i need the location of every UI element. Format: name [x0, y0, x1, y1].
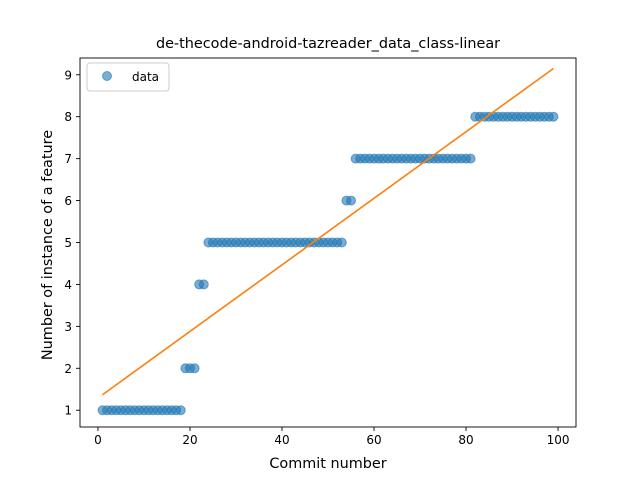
x-tick-label: 20: [182, 433, 197, 447]
legend-frame: [86, 62, 170, 92]
y-tick-label: 3: [64, 320, 72, 334]
x-tick-label: 80: [458, 433, 473, 447]
y-axis-label: Number of instance of a feature: [40, 130, 56, 360]
x-tick-label: 60: [366, 433, 381, 447]
y-tick-label: 7: [64, 152, 72, 166]
trend-line: [102, 67, 554, 396]
data-point: [336, 237, 347, 248]
chart-axes: 0 20 40 60 80 100 1 2 3 4 5 6 7 8 9: [64, 57, 577, 447]
legend: data: [86, 62, 170, 92]
y-tick-label: 8: [64, 110, 72, 124]
legend-label-data: data: [132, 70, 159, 84]
x-tick-label: 0: [94, 433, 102, 447]
data-point: [346, 195, 357, 206]
x-axis-label: Commit number: [269, 456, 386, 472]
data-point: [189, 363, 200, 374]
y-tick-label: 4: [64, 278, 72, 292]
y-tick-label: 9: [64, 68, 72, 82]
legend-marker-data: [102, 71, 112, 81]
x-tick-label: 40: [274, 433, 289, 447]
data-point: [175, 405, 186, 416]
y-tick-label: 5: [64, 236, 72, 250]
y-tick-label: 1: [64, 404, 72, 418]
y-tick-label: 2: [64, 362, 72, 376]
data-point: [465, 153, 476, 164]
data-point: [548, 111, 559, 122]
chart-marks: [97, 67, 559, 416]
chart-title: de-thecode-android-tazreader_data_class-…: [156, 36, 500, 52]
y-tick-label: 6: [64, 194, 72, 208]
x-tick-label: 100: [547, 433, 570, 447]
data-point: [198, 279, 209, 290]
